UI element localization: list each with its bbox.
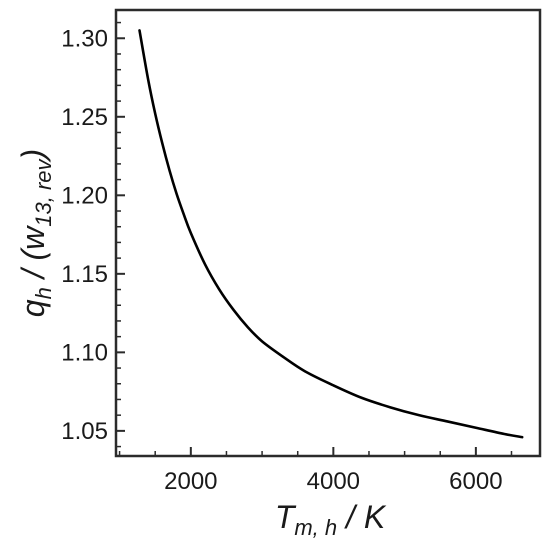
y-tick-label: 1.25 <box>61 104 108 131</box>
y-tick-label: 1.20 <box>61 182 108 209</box>
x-axis-label-main: T <box>275 499 297 535</box>
series-line <box>138 29 524 439</box>
y-tick-labels: 1.05 1.10 1.15 1.20 1.25 1.30 <box>61 25 108 445</box>
x-tick-label: 2000 <box>164 468 217 495</box>
x-axis-label: Tm, h / K <box>275 499 387 540</box>
minor-ticks <box>116 21 513 456</box>
y-axis-label-subscript2: 13, rev <box>31 157 56 226</box>
y-tick-label: 1.15 <box>61 261 108 288</box>
plot-frame <box>114 8 542 458</box>
x-tick-label: 4000 <box>307 468 360 495</box>
x-tick-label: 6000 <box>449 468 502 495</box>
y-axis-label: qh / (w13, rev) <box>15 149 56 317</box>
x-axis-label-subscript: m, h <box>294 515 337 540</box>
y-tick-label: 1.05 <box>61 418 108 445</box>
y-axis-label-subscript: h <box>31 287 56 299</box>
y-tick-label: 1.10 <box>61 339 108 366</box>
x-tick-labels: 2000 4000 6000 <box>164 468 502 495</box>
y-axis-label-middle: / (w <box>15 225 51 287</box>
x-axis-label-suffix: / K <box>337 499 387 535</box>
plot-area <box>114 8 542 458</box>
y-axis-label-suffix: ) <box>15 149 51 164</box>
major-ticks <box>116 37 477 456</box>
y-axis-label-main: q <box>15 299 51 317</box>
y-tick-label: 1.30 <box>61 25 108 52</box>
